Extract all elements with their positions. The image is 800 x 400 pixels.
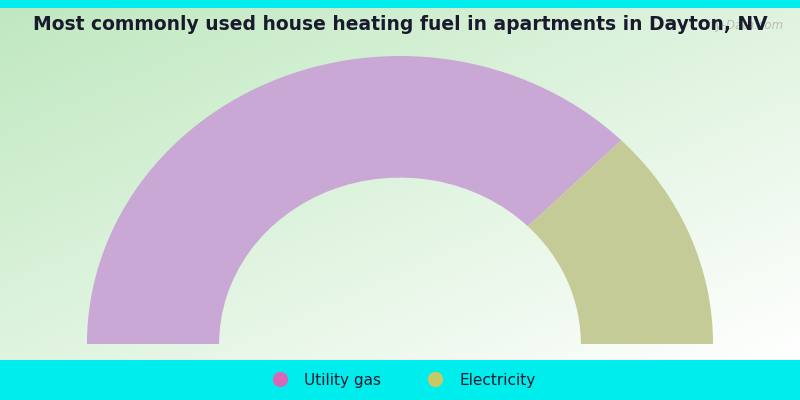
- Wedge shape: [87, 56, 622, 344]
- Bar: [0, 344, 800, 360]
- Text: Most commonly used house heating fuel in apartments in Dayton, NV: Most commonly used house heating fuel in…: [33, 14, 767, 34]
- Wedge shape: [528, 140, 713, 344]
- Legend: Utility gas, Electricity: Utility gas, Electricity: [258, 366, 542, 394]
- Text: City-Data.com: City-Data.com: [700, 18, 784, 32]
